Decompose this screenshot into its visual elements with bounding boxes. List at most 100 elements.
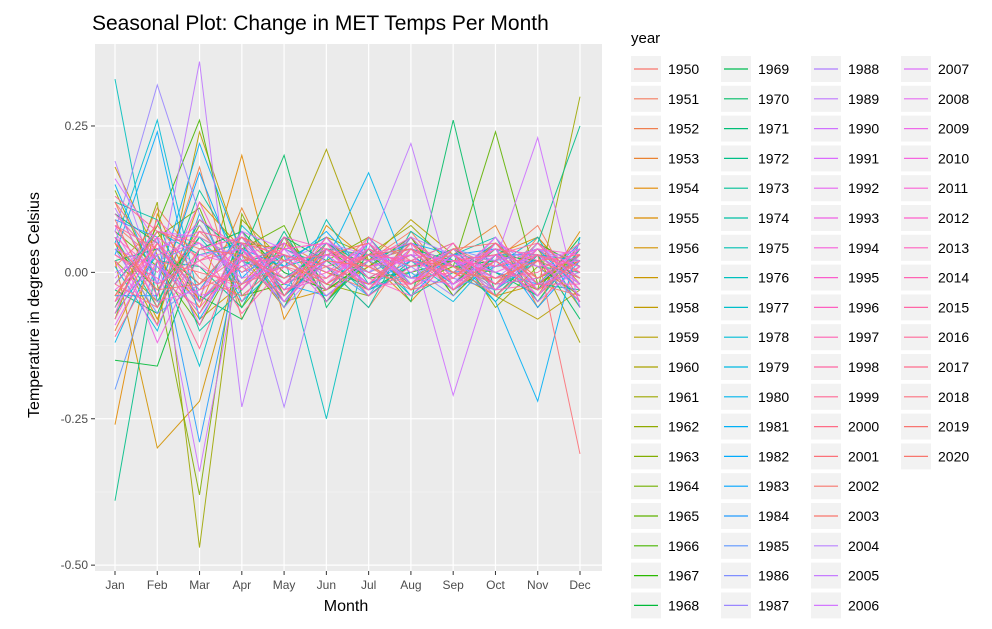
legend-label-2014: 2014	[938, 270, 969, 286]
legend: 1950 1951 1952 1953 1954 1955 1956 1957 1958 1959…	[631, 56, 969, 619]
series-line-1976	[114, 79, 581, 419]
legend-title: year	[631, 30, 660, 47]
series-line-2002	[114, 219, 581, 309]
legend-label-1956: 1956	[668, 240, 699, 256]
legend-label-1992: 1992	[848, 180, 879, 196]
x-tick-label: Jan	[105, 578, 124, 592]
chart-title: Seasonal Plot: Change in MET Temps Per M…	[92, 12, 549, 35]
legend-label-1967: 1967	[668, 568, 699, 584]
legend-label-1993: 1993	[848, 210, 879, 226]
legend-label-1979: 1979	[758, 359, 789, 375]
legend-label-1958: 1958	[668, 299, 699, 315]
legend-label-2009: 2009	[938, 121, 969, 137]
legend-label-1997: 1997	[848, 329, 879, 345]
legend-label-2007: 2007	[938, 61, 969, 77]
series-line-1962	[114, 224, 581, 309]
x-tick-label: Apr	[232, 578, 251, 592]
legend-label-1961: 1961	[668, 389, 699, 405]
legend-label-1986: 1986	[758, 568, 789, 584]
legend-label-1965: 1965	[668, 508, 699, 524]
legend-label-2001: 2001	[848, 448, 879, 464]
legend-label-1964: 1964	[668, 478, 699, 494]
legend-label-1996: 1996	[848, 299, 879, 315]
legend-label-1999: 1999	[848, 389, 879, 405]
x-tick-label: Sep	[443, 578, 465, 592]
legend-label-2003: 2003	[848, 508, 879, 524]
y-axis-title: Temperature in degrees Celsius	[26, 192, 43, 418]
legend-label-1955: 1955	[668, 210, 699, 226]
x-tick-label: Jul	[361, 578, 376, 592]
legend-label-1959: 1959	[668, 329, 699, 345]
y-tick-label: 0.25	[65, 119, 89, 133]
legend-label-2010: 2010	[938, 150, 969, 166]
x-tick-label: Mar	[189, 578, 210, 592]
legend-label-1969: 1969	[758, 61, 789, 77]
legend-label-1972: 1972	[758, 150, 789, 166]
legend-label-1988: 1988	[848, 61, 879, 77]
series-line-2018	[114, 201, 581, 285]
legend-label-1950: 1950	[668, 61, 699, 77]
legend-label-1963: 1963	[668, 448, 699, 464]
legend-label-2000: 2000	[848, 419, 879, 435]
legend-label-1971: 1971	[758, 121, 789, 137]
legend-label-1994: 1994	[848, 240, 879, 256]
y-tick-label: -0.25	[61, 412, 89, 426]
series-line-2017	[114, 230, 581, 309]
legend-label-1978: 1978	[758, 329, 789, 345]
legend-label-1998: 1998	[848, 359, 879, 375]
x-tick-label: Jun	[317, 578, 336, 592]
legend-label-2002: 2002	[848, 478, 879, 494]
legend-label-1983: 1983	[758, 478, 789, 494]
legend-label-1990: 1990	[848, 121, 879, 137]
legend-label-2011: 2011	[938, 180, 968, 196]
legend-label-1968: 1968	[668, 597, 699, 613]
x-tick-label: Oct	[486, 578, 505, 592]
legend-label-1954: 1954	[668, 180, 699, 196]
legend-label-2017: 2017	[938, 359, 969, 375]
legend-label-1985: 1985	[758, 538, 789, 554]
legend-label-1981: 1981	[758, 419, 789, 435]
x-tick-label: Feb	[147, 578, 168, 592]
legend-label-1960: 1960	[668, 359, 699, 375]
legend-label-2005: 2005	[848, 568, 879, 584]
legend-label-1975: 1975	[758, 240, 789, 256]
legend-label-2012: 2012	[938, 210, 969, 226]
x-tick-label: Aug	[400, 578, 421, 592]
series-line-2019	[114, 230, 581, 297]
legend-label-2008: 2008	[938, 91, 969, 107]
legend-label-2020: 2020	[938, 448, 969, 464]
legend-label-1974: 1974	[758, 210, 789, 226]
y-tick-label: 0.00	[65, 265, 89, 279]
legend-label-1989: 1989	[848, 91, 879, 107]
legend-label-1957: 1957	[668, 270, 699, 286]
legend-label-1970: 1970	[758, 91, 789, 107]
legend-label-1962: 1962	[668, 419, 699, 435]
legend-label-1952: 1952	[668, 121, 699, 137]
series-lines	[114, 61, 581, 548]
legend-label-2019: 2019	[938, 419, 969, 435]
legend-label-2013: 2013	[938, 240, 969, 256]
x-axis-title: Month	[324, 598, 368, 615]
legend-label-1991: 1991	[848, 150, 879, 166]
series-line-2004	[114, 160, 581, 309]
legend-label-1980: 1980	[758, 389, 789, 405]
legend-label-1973: 1973	[758, 180, 789, 196]
legend-label-1953: 1953	[668, 150, 699, 166]
x-tick-label: Nov	[527, 578, 548, 592]
legend-label-2018: 2018	[938, 389, 969, 405]
legend-label-2006: 2006	[848, 597, 879, 613]
legend-label-2016: 2016	[938, 329, 969, 345]
legend-label-1976: 1976	[758, 270, 789, 286]
legend-label-1966: 1966	[668, 538, 699, 554]
axes: 0.25 0.00 -0.25 -0.50 Jan Feb Mar Apr May Jun Jul A…	[61, 119, 591, 592]
series-line-2020	[114, 236, 581, 291]
legend-label-2004: 2004	[848, 538, 879, 554]
y-tick-label: -0.50	[61, 558, 89, 572]
legend-label-1995: 1995	[848, 270, 879, 286]
legend-label-2015: 2015	[938, 299, 969, 315]
series-line-1974	[114, 201, 581, 332]
series-line-2006	[114, 230, 581, 297]
legend-label-1984: 1984	[758, 508, 789, 524]
